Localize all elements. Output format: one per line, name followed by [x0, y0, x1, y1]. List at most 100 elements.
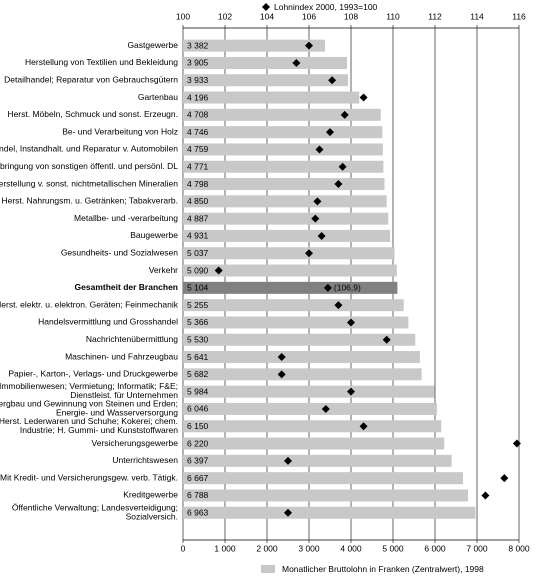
- category-label: Baugewerbe: [130, 230, 178, 240]
- bar: [183, 143, 383, 156]
- category-label: Bergbau und Gewinnung von Steinen und Er…: [0, 399, 178, 418]
- bar-value-label: 6 150: [187, 421, 209, 431]
- index-marker: [500, 474, 509, 483]
- bar: [183, 489, 469, 502]
- index-marker: [340, 110, 349, 119]
- bar-value-label: 6 046: [187, 404, 209, 414]
- index-value-label: (106,9): [334, 283, 361, 293]
- bar: [183, 454, 452, 467]
- bar-value-label: 5 984: [187, 386, 209, 396]
- bar: [183, 437, 445, 450]
- bar-value-label: 4 850: [187, 196, 209, 206]
- bar-value-label: 4 759: [187, 144, 209, 154]
- bar: [183, 108, 381, 121]
- bar: [183, 299, 404, 312]
- bar-value-label: 5 641: [187, 352, 209, 362]
- category-label: Mit Kredit- und Versicherungsgew. verb. …: [0, 472, 178, 482]
- bar: [183, 506, 476, 519]
- index-marker: [359, 422, 368, 431]
- bar: [183, 281, 398, 294]
- index-marker: [334, 301, 343, 310]
- category-label: Handelsvermittlung und Grosshandel: [38, 317, 178, 327]
- bar-value-label: 6 397: [187, 456, 209, 466]
- bar-value-label: 3 933: [187, 75, 209, 85]
- bar: [183, 56, 348, 69]
- index-marker: [334, 180, 343, 189]
- category-label: Gesamtheit der Branchen: [75, 282, 178, 292]
- bar: [183, 420, 442, 433]
- index-marker: [328, 76, 337, 85]
- category-label: Verkehr: [149, 265, 178, 275]
- category-label: Herstellung v. sonst. nichtmetallischen …: [0, 178, 178, 188]
- bar: [183, 368, 422, 381]
- category-label: Erbringung von sonstigen öffentl. und pe…: [0, 161, 178, 171]
- index-marker: [292, 58, 301, 67]
- x-tick-label: 8 000: [508, 543, 530, 553]
- x-tick-label: 6 000: [424, 543, 446, 553]
- category-label: Herst. Möbeln, Schmuck und sonst. Erzeug…: [7, 109, 178, 119]
- legend-label: Lohnindex 2000, 1993=100: [274, 2, 378, 12]
- index-marker: [284, 456, 292, 465]
- legend-label: Monatlicher Bruttolohn in Franken (Zentr…: [282, 564, 484, 574]
- x2-tick-label: 116: [512, 11, 526, 21]
- bar-value-label: 4 931: [187, 231, 209, 241]
- category-label: Kreditgewerbe: [123, 490, 178, 500]
- index-marker: [305, 41, 313, 50]
- x2-tick-label: 106: [302, 11, 316, 21]
- bar-value-label: 3 382: [187, 40, 209, 50]
- bar: [183, 91, 360, 104]
- bar: [183, 178, 385, 191]
- index-marker: [512, 439, 521, 448]
- bar: [183, 212, 389, 225]
- category-label: Nachrichtenübermittlung: [86, 334, 178, 344]
- bar: [183, 39, 326, 52]
- category-label: Immobilienwesen; Vermietung; Informatik;…: [0, 381, 178, 400]
- bar: [183, 351, 420, 364]
- bar: [183, 385, 435, 398]
- bar-value-label: 6 667: [187, 473, 209, 483]
- index-marker: [277, 370, 286, 379]
- index-marker: [305, 249, 313, 258]
- index-marker: [311, 214, 320, 223]
- category-label: Herst. Lederwaren und Schuhe; Kokerei; c…: [0, 416, 178, 435]
- index-marker: [347, 387, 355, 396]
- legend-swatch: [261, 565, 275, 573]
- category-label: Gastgewerbe: [127, 40, 178, 50]
- bar-value-label: 4 887: [187, 213, 209, 223]
- bar-value-label: 5 037: [187, 248, 209, 258]
- bar: [183, 264, 397, 277]
- bar-value-label: 5 255: [187, 300, 209, 310]
- bar-value-label: 5 104: [187, 283, 209, 293]
- index-marker: [323, 283, 332, 292]
- bar-value-label: 6 788: [187, 490, 209, 500]
- bar-value-label: 4 771: [187, 162, 209, 172]
- x-tick-label: 0: [181, 543, 186, 553]
- x-tick-label: 7 000: [466, 543, 488, 553]
- index-marker: [347, 318, 355, 327]
- x2-tick-label: 114: [470, 11, 484, 21]
- x-tick-label: 1 000: [214, 543, 236, 553]
- x2-tick-label: 110: [386, 11, 400, 21]
- x-tick-label: 2 000: [256, 543, 278, 553]
- category-label: Gartenbau: [138, 92, 178, 102]
- index-marker: [481, 491, 490, 500]
- bar: [183, 333, 416, 346]
- index-marker: [214, 266, 223, 275]
- bar-value-label: 5 530: [187, 335, 209, 345]
- bar-value-label: 5 366: [187, 317, 209, 327]
- index-marker: [277, 353, 286, 362]
- bar: [183, 126, 383, 139]
- bar-value-label: 4 746: [187, 127, 209, 137]
- bar-value-label: 3 905: [187, 58, 209, 68]
- bar-value-label: 5 682: [187, 369, 209, 379]
- x2-tick-label: 100: [176, 11, 190, 21]
- bar: [183, 402, 437, 415]
- x-tick-label: 5 000: [382, 543, 404, 553]
- category-label: Herst. elektr. u. elektron. Geräten; Fei…: [0, 299, 179, 309]
- index-marker: [382, 335, 391, 344]
- index-marker: [321, 404, 330, 413]
- index-marker: [317, 231, 326, 240]
- x-tick-label: 4 000: [340, 543, 362, 553]
- index-marker: [284, 508, 292, 517]
